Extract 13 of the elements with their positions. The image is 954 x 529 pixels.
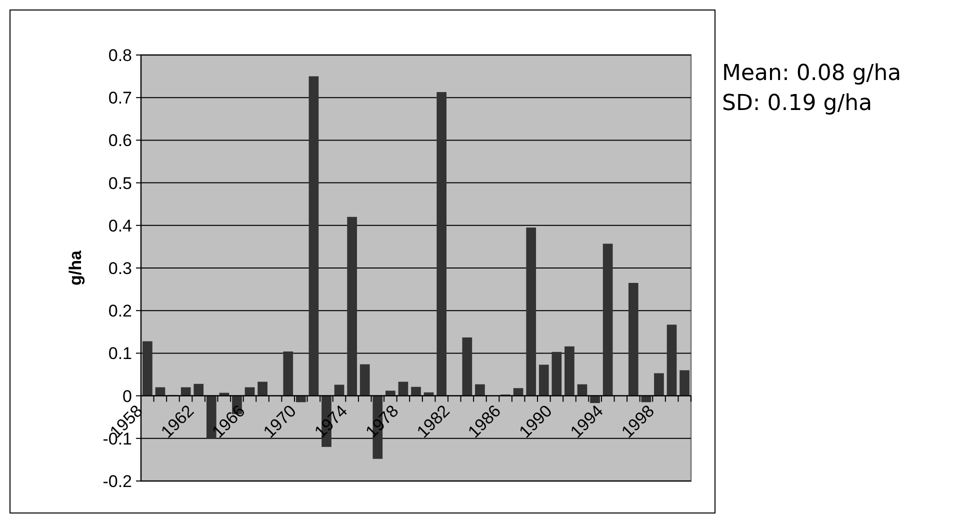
y-tick-label: 0.4	[108, 216, 132, 236]
y-tick-label: 0.2	[108, 302, 132, 321]
y-axis-title: g/ha	[66, 250, 85, 286]
y-tick-label: 0.3	[108, 258, 132, 278]
y-tick-label: 0.1	[108, 344, 132, 364]
y-tick-label: 0	[122, 386, 132, 406]
y-tick-label: 0.7	[108, 88, 132, 108]
y-tick-label: -0.2	[102, 472, 132, 491]
y-tick-label: 0.8	[108, 46, 132, 65]
y-tick-label: 0.6	[108, 131, 132, 150]
text: Mean: 0.08 g/ha	[722, 61, 902, 86]
text: SD: 0.19 g/ha	[722, 91, 872, 116]
y-tick-label: 0.5	[108, 174, 132, 193]
